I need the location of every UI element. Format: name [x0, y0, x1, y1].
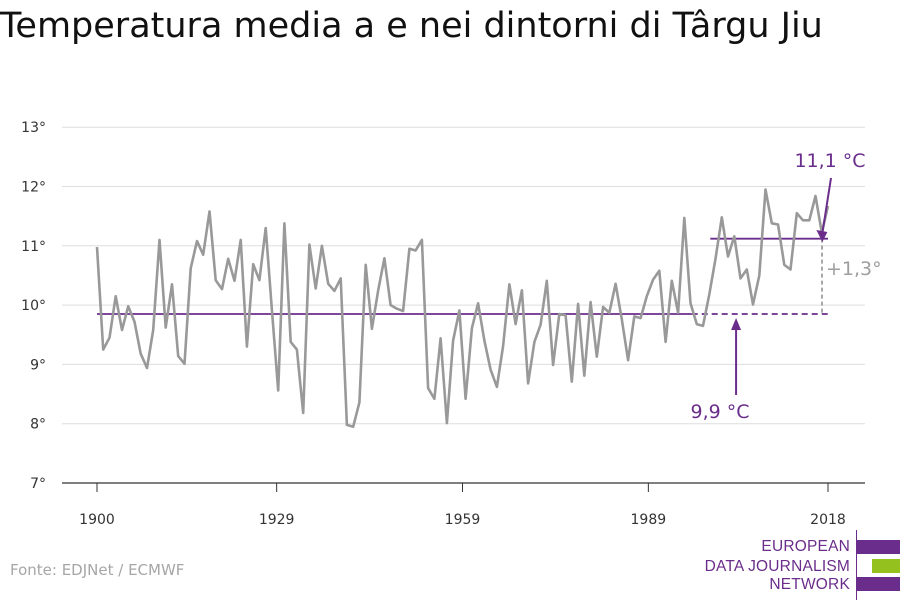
y-tick-label: 12°: [21, 180, 46, 196]
x-tick-label: 1929: [259, 512, 295, 528]
x-tick-label: 1959: [445, 512, 481, 528]
logo-bar-1: [857, 540, 900, 554]
series-group: [95, 188, 830, 429]
series-line: [95, 188, 830, 429]
annotation-difference: +1,3°: [826, 258, 882, 280]
logo-line-3: NETWORK: [769, 576, 850, 593]
annotation-arrow-head: [731, 317, 742, 330]
edjnet-logo: EUROPEAN DATA JOURNALISM NETWORK: [700, 530, 900, 600]
y-tick-label: 7°: [30, 476, 46, 492]
y-tick-label: 13°: [21, 120, 46, 136]
x-tick-label: 1989: [631, 512, 667, 528]
logo-line-1: EUROPEAN: [761, 538, 850, 555]
annotation-recent-average: 11,1 °C: [794, 150, 865, 172]
grid-lines: [62, 126, 865, 484]
y-tick-label: 9°: [30, 357, 46, 373]
x-axis: 1900 1929 1959 1989 2018: [79, 483, 846, 528]
annotation-baseline-average: 9,9 °C: [690, 401, 749, 423]
logo-line-2: DATA JOURNALISM: [704, 558, 850, 575]
logo-bar-2: [872, 559, 900, 573]
y-tick-label: 8°: [30, 417, 46, 433]
y-tick-label: 10°: [21, 298, 46, 314]
x-tick-label: 2018: [810, 512, 846, 528]
y-axis: 7° 8° 9° 10° 11° 12° 13°: [21, 120, 46, 492]
reference-lines: [97, 237, 828, 315]
annotation-arrow-shaft: [821, 177, 832, 234]
source-note: Fonte: EDJNet / ECMWF: [10, 561, 185, 579]
annotations: 11,1 °C 9,9 °C +1,3°: [690, 150, 881, 423]
x-tick-label: 1900: [79, 512, 115, 528]
chart-title: Temperatura media a e nei dintorni di Tâ…: [0, 6, 823, 46]
annotation-arrow-head: [816, 230, 828, 243]
y-tick-label: 11°: [21, 239, 46, 255]
logo-bar-3: [857, 577, 900, 591]
logo-separator: [856, 530, 857, 600]
